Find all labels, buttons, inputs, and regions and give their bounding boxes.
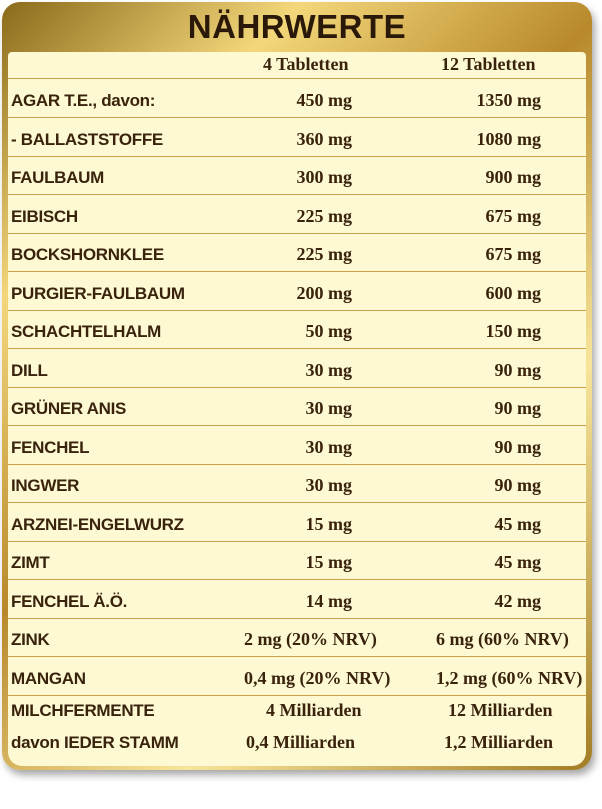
nutrient-name: FENCHEL Ä.Ö. [11,592,128,611]
nutrient-name: FAULBAUM [11,168,104,187]
value-4-tablets: 360 mg [296,129,353,149]
nutrient-name: - BALLASTSTOFFE [11,130,163,149]
table-row: PURGIER-FAULBAUM 200 mg 600 mg [8,271,586,311]
header-divider [8,78,586,79]
value-4-tablets: 30 mg [305,398,353,418]
table-row: DILL 30 mg 90 mg [8,348,586,388]
nutrient-name: ARZNEI-ENGELWURZ [11,515,184,534]
table-row: MILCHFERMENTE 4 Milliarden 12 Milliarden [8,695,586,727]
value-12-tablets: 600 mg [485,283,542,303]
table-row: GRÜNER ANIS 30 mg 90 mg [8,387,586,426]
value-12-tablets: 675 mg [485,244,542,264]
value-12-tablets: 45 mg [494,514,542,534]
table-row: AGAR T.E., davon: 450 mg 1350 mg [8,79,586,118]
value-12-tablets: 12 Milliarden [448,700,553,720]
table-row: INGWER 30 mg 90 mg [8,464,586,503]
value-12-tablets: 1080 mg [476,129,542,149]
table-row: - BALLASTSTOFFE 360 mg 1080 mg [8,117,586,157]
nutrition-panel: NÄHRWERTE 4 Tabletten 12 Tabletten AGAR … [2,2,592,770]
value-12-tablets: 42 mg [494,591,542,611]
nutrient-name: ZIMT [11,553,50,572]
value-4-tablets: 2 mg (20% NRV) [244,629,377,649]
table-row: BOCKSHORNKLEE 225 mg 675 mg [8,233,586,272]
nutrient-name: SCHACHTELHALM [11,322,162,341]
value-4-tablets: 0,4 Milliarden [246,732,355,752]
value-4-tablets: 30 mg [305,360,353,380]
table-row: ZINK 2 mg (20% NRV) 6 mg (60% NRV) [8,618,586,657]
value-12-tablets: 150 mg [485,321,542,341]
value-4-tablets: 450 mg [296,90,353,110]
nutrient-name: MANGAN [11,669,86,688]
value-4-tablets: 300 mg [296,167,353,187]
value-12-tablets: 45 mg [494,552,542,572]
nutrient-name: BOCKSHORNKLEE [11,245,164,264]
value-12-tablets: 900 mg [485,167,542,187]
nutrient-name: PURGIER-FAULBAUM [11,284,185,303]
value-4-tablets: 15 mg [305,552,353,572]
table-row: FENCHEL Ä.Ö. 14 mg 42 mg [8,579,586,619]
nutrient-name: EIBISCH [11,207,78,226]
column-header-12-tablets: 12 Tabletten [441,54,536,74]
value-4-tablets: 30 mg [305,437,353,457]
table-row: SCHACHTELHALM 50 mg 150 mg [8,310,586,349]
nutrition-table: 4 Tabletten 12 Tabletten AGAR T.E., davo… [8,52,586,766]
value-4-tablets: 15 mg [305,514,353,534]
nutrient-name: davon IEDER STAMM [11,733,179,752]
value-4-tablets: 50 mg [305,321,353,341]
value-12-tablets: 90 mg [494,398,542,418]
value-4-tablets: 225 mg [296,244,353,264]
value-4-tablets: 4 Milliarden [266,700,362,720]
nutrient-name: ZINK [11,630,50,649]
nutrient-name: DILL [11,361,48,380]
value-12-tablets: 675 mg [485,206,542,226]
value-12-tablets: 1,2 Milliarden [444,732,553,752]
table-row: MANGAN 0,4 mg (20% NRV) 1,2 mg (60% NRV) [8,656,586,696]
value-12-tablets: 1350 mg [476,90,542,110]
nutrient-name: MILCHFERMENTE [11,701,155,720]
table-row: FAULBAUM 300 mg 900 mg [8,156,586,195]
table-row: FENCHEL 30 mg 90 mg [8,425,586,465]
table-row: davon IEDER STAMM 0,4 Milliarden 1,2 Milli… [8,727,586,759]
value-4-tablets: 0,4 mg (20% NRV) [244,668,391,688]
column-header-4-tablets: 4 Tabletten [263,54,349,74]
value-12-tablets: 6 mg (60% NRV) [436,629,569,649]
nutrient-name: AGAR T.E., davon: [11,91,156,110]
value-12-tablets: 1,2 mg (60% NRV) [436,668,583,688]
nutrient-name: INGWER [11,476,80,495]
value-12-tablets: 90 mg [494,360,542,380]
panel-title: NÄHRWERTE [187,8,407,45]
value-4-tablets: 14 mg [305,591,353,611]
table-row: ARZNEI-ENGELWURZ 15 mg 45 mg [8,502,586,542]
value-4-tablets: 30 mg [305,475,353,495]
nutrient-name: GRÜNER ANIS [11,399,127,418]
value-12-tablets: 90 mg [494,475,542,495]
value-12-tablets: 90 mg [494,437,542,457]
table-row: ZIMT 15 mg 45 mg [8,541,586,580]
nutrient-name: FENCHEL [11,438,90,457]
value-4-tablets: 200 mg [296,283,353,303]
value-4-tablets: 225 mg [296,206,353,226]
table-row: EIBISCH 225 mg 675 mg [8,194,586,234]
